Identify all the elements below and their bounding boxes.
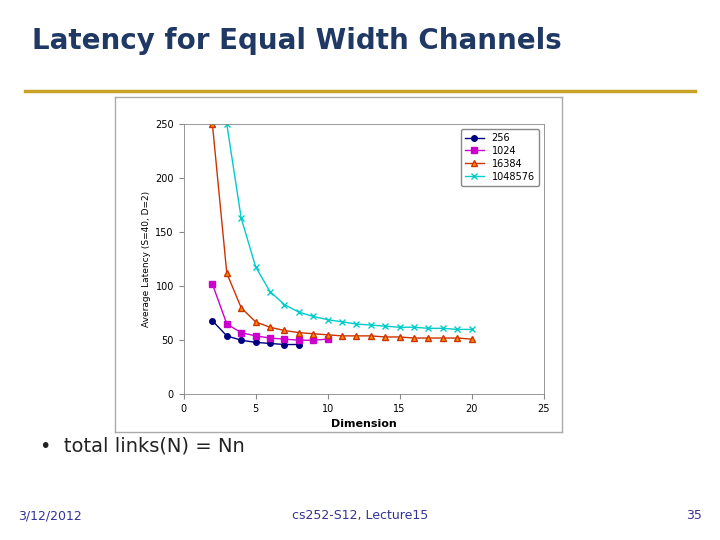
1024 bbox=[266, 335, 274, 341]
Legend: 256, 1024, 16384, 1048576: 256, 1024, 16384, 1048576 bbox=[461, 129, 539, 186]
1048576 bbox=[338, 319, 346, 325]
16384 bbox=[424, 335, 433, 341]
1048576 bbox=[266, 288, 274, 295]
Text: 3/12/2012: 3/12/2012 bbox=[18, 509, 82, 522]
1048576 bbox=[309, 313, 318, 320]
Line: 1024: 1024 bbox=[210, 281, 330, 343]
16384 bbox=[467, 336, 476, 342]
256 bbox=[208, 318, 217, 324]
16384 bbox=[222, 270, 231, 276]
16384 bbox=[453, 335, 462, 341]
1048576 bbox=[352, 321, 361, 327]
1048576 bbox=[381, 323, 390, 329]
1048576 bbox=[424, 325, 433, 332]
Text: Latency for Equal Width Channels: Latency for Equal Width Channels bbox=[32, 27, 562, 55]
16384 bbox=[266, 324, 274, 330]
1048576 bbox=[294, 309, 303, 315]
16384 bbox=[323, 332, 332, 338]
1024 bbox=[222, 321, 231, 327]
16384 bbox=[395, 334, 404, 340]
1048576 bbox=[467, 326, 476, 333]
16384 bbox=[366, 333, 375, 339]
Y-axis label: Average Latency (S=40, D=2): Average Latency (S=40, D=2) bbox=[142, 191, 151, 327]
16384 bbox=[309, 330, 318, 337]
Line: 256: 256 bbox=[210, 318, 302, 347]
1024 bbox=[323, 336, 332, 342]
16384 bbox=[352, 333, 361, 339]
16384 bbox=[338, 333, 346, 339]
1048576 bbox=[280, 301, 289, 308]
X-axis label: Dimension: Dimension bbox=[330, 420, 397, 429]
16384 bbox=[208, 121, 217, 127]
16384 bbox=[237, 305, 246, 311]
Text: •  total links(N) = Nn: • total links(N) = Nn bbox=[40, 436, 244, 455]
Line: 1048576: 1048576 bbox=[223, 121, 475, 333]
1024 bbox=[309, 337, 318, 343]
16384 bbox=[410, 335, 418, 341]
256 bbox=[266, 340, 274, 347]
16384 bbox=[294, 329, 303, 336]
1024 bbox=[294, 337, 303, 343]
1048576 bbox=[410, 324, 418, 330]
1048576 bbox=[366, 322, 375, 328]
1048576 bbox=[453, 326, 462, 333]
1048576 bbox=[438, 325, 447, 332]
1024 bbox=[208, 281, 217, 287]
1048576 bbox=[395, 324, 404, 330]
1024 bbox=[280, 336, 289, 342]
1048576 bbox=[237, 215, 246, 221]
16384 bbox=[280, 327, 289, 334]
256 bbox=[280, 341, 289, 348]
16384 bbox=[251, 319, 260, 325]
256 bbox=[222, 333, 231, 339]
256 bbox=[294, 341, 303, 348]
256 bbox=[251, 339, 260, 346]
Text: cs252-S12, Lecture15: cs252-S12, Lecture15 bbox=[292, 509, 428, 522]
1024 bbox=[237, 329, 246, 336]
16384 bbox=[438, 335, 447, 341]
1048576 bbox=[323, 316, 332, 323]
1048576 bbox=[251, 264, 260, 270]
256 bbox=[237, 337, 246, 343]
Line: 16384: 16384 bbox=[209, 121, 475, 342]
16384 bbox=[381, 334, 390, 340]
1048576 bbox=[222, 121, 231, 127]
Text: 35: 35 bbox=[686, 509, 702, 522]
1024 bbox=[251, 333, 260, 339]
